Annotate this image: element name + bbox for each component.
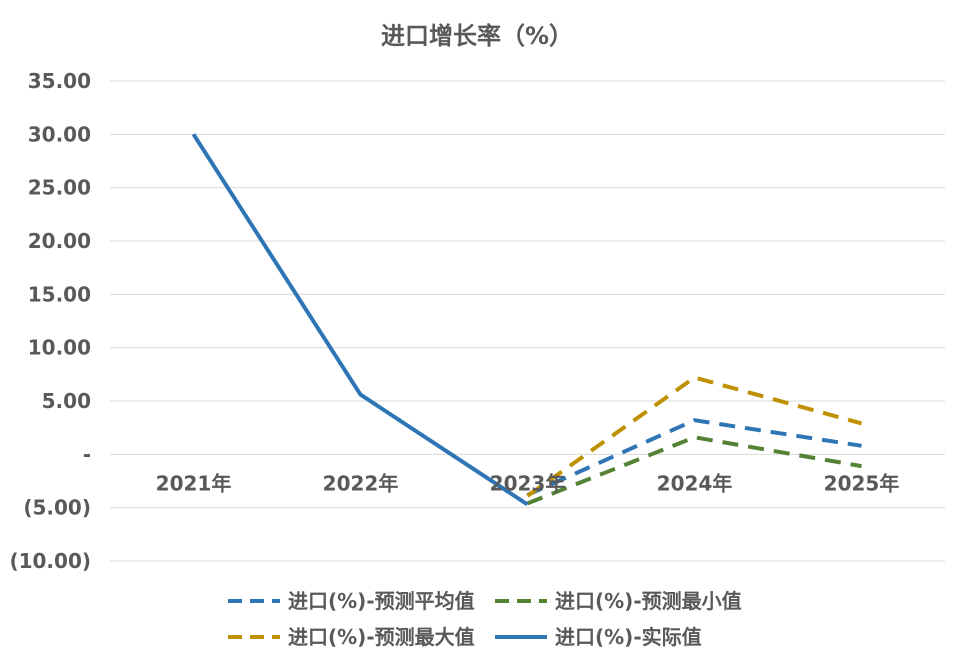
y-axis-ticks: 35.00 30.00 25.00 20.00 15.00 10.00 5.00 - (5.00…	[9, 69, 91, 573]
series-line-1	[526, 435, 862, 506]
series-lines	[191, 133, 863, 507]
x-tick-label: 2022年	[323, 471, 399, 495]
y-tick-label: 25.00	[28, 176, 91, 200]
x-tick-label: 2021年	[156, 471, 232, 495]
y-tick-label: 20.00	[28, 229, 91, 253]
y-tick-label: (10.00)	[9, 549, 91, 573]
chart-title: 进口增长率（%）	[381, 22, 573, 50]
legend-label: 进口(%)-预测最大值	[288, 625, 475, 649]
y-tick-label: 35.00	[28, 69, 91, 93]
legend-label: 进口(%)-预测最小值	[555, 589, 742, 613]
series-line-2	[526, 375, 863, 498]
y-tick-label: 30.00	[28, 122, 91, 146]
legend-label: 进口(%)-预测平均值	[288, 589, 475, 613]
x-tick-label: 2023年	[490, 471, 566, 495]
x-axis-ticks: 2021年 2022年 2023年 2024年 2025年	[156, 471, 900, 495]
y-tick-label: -	[83, 442, 91, 466]
legend-label: 进口(%)-实际值	[555, 625, 702, 649]
y-tick-label: 5.00	[42, 389, 91, 413]
y-tick-label: 10.00	[28, 336, 91, 360]
y-tick-label: (5.00)	[23, 496, 91, 520]
x-tick-label: 2024年	[657, 471, 733, 495]
gridlines	[110, 80, 945, 562]
x-tick-label: 2025年	[824, 471, 900, 495]
series-line-3	[191, 133, 529, 507]
y-tick-label: 15.00	[28, 282, 91, 306]
